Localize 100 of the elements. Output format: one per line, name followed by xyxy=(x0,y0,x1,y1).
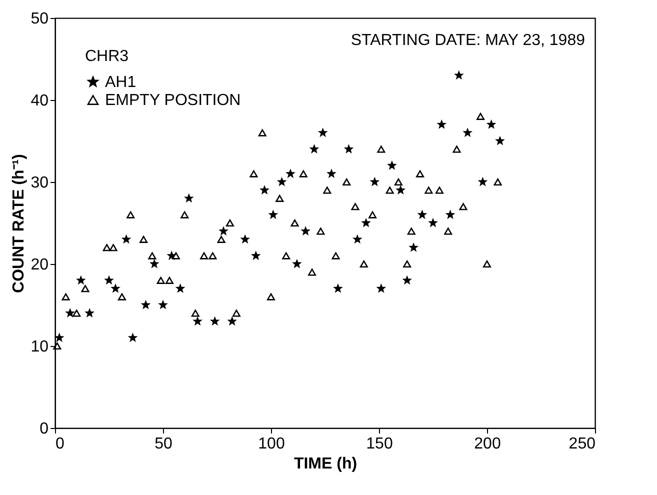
point xyxy=(459,203,468,210)
point xyxy=(148,252,156,260)
point xyxy=(286,170,294,178)
point xyxy=(328,170,336,178)
point xyxy=(452,146,461,153)
point xyxy=(180,211,189,218)
point xyxy=(438,120,446,128)
point xyxy=(140,236,148,243)
point xyxy=(310,145,318,153)
point xyxy=(200,252,208,260)
point xyxy=(435,186,444,194)
y-tick-label: 20 xyxy=(30,256,49,274)
point xyxy=(269,210,277,218)
point xyxy=(377,284,385,292)
point xyxy=(165,276,174,284)
point xyxy=(496,136,504,144)
point xyxy=(351,203,360,210)
y-axis-title: COUNT RATE (h⁻¹) xyxy=(10,154,28,293)
point xyxy=(109,244,118,252)
point xyxy=(394,178,402,186)
point xyxy=(55,334,64,342)
point xyxy=(241,235,249,243)
point xyxy=(228,317,236,325)
point xyxy=(407,228,416,235)
x-tick-label: 150 xyxy=(366,436,393,452)
point xyxy=(86,309,94,317)
point xyxy=(252,252,260,260)
point xyxy=(105,276,113,284)
point xyxy=(396,186,404,194)
point xyxy=(159,300,167,308)
point xyxy=(126,211,135,218)
y-tick-label: 10 xyxy=(30,338,49,356)
point xyxy=(403,276,411,284)
point xyxy=(66,309,74,317)
point xyxy=(191,310,200,317)
x-axis-title: TIME (h) xyxy=(294,456,358,472)
point xyxy=(226,219,234,227)
x-tick-label: 50 xyxy=(154,436,172,452)
point xyxy=(416,170,424,178)
point xyxy=(299,170,308,178)
point xyxy=(446,210,454,218)
point xyxy=(102,244,111,252)
point xyxy=(156,276,165,284)
point xyxy=(482,260,492,268)
point xyxy=(220,227,228,235)
legend-label: EMPTY POSITION xyxy=(105,92,241,109)
x-tick-label: 250 xyxy=(568,436,596,452)
point xyxy=(476,112,485,120)
point xyxy=(455,71,463,79)
x-tick-label: 100 xyxy=(258,436,285,452)
point xyxy=(81,285,90,292)
point xyxy=(211,317,219,325)
point xyxy=(250,170,258,178)
point xyxy=(72,310,81,317)
point xyxy=(118,293,126,300)
point xyxy=(403,260,412,268)
point xyxy=(232,310,240,317)
point xyxy=(368,211,377,218)
point xyxy=(142,300,150,308)
point xyxy=(377,146,386,153)
point xyxy=(77,276,85,284)
x-tick-label: 200 xyxy=(474,436,501,452)
point xyxy=(418,210,426,218)
point xyxy=(444,228,452,235)
point xyxy=(424,186,433,194)
point xyxy=(128,334,137,342)
point xyxy=(258,129,266,136)
y-tick-label: 40 xyxy=(30,92,49,110)
point xyxy=(302,227,310,235)
point xyxy=(266,293,276,300)
point xyxy=(62,293,70,300)
y-tick-label: 0 xyxy=(40,420,49,438)
point xyxy=(185,194,193,202)
point xyxy=(354,235,362,243)
y-tick-label: 30 xyxy=(30,174,49,192)
point xyxy=(370,178,379,186)
point xyxy=(276,194,284,202)
point xyxy=(478,178,487,186)
point xyxy=(464,128,472,136)
point xyxy=(319,128,327,136)
point xyxy=(308,268,316,276)
point xyxy=(410,244,418,251)
point xyxy=(208,252,217,260)
point xyxy=(342,178,351,186)
legend-label: AH1 xyxy=(105,74,136,91)
point xyxy=(429,218,437,226)
point xyxy=(150,260,158,268)
point xyxy=(122,235,130,243)
point xyxy=(282,252,290,260)
x-tick-label: 0 xyxy=(56,436,64,452)
point xyxy=(316,228,325,235)
y-tick-label: 50 xyxy=(30,10,49,28)
annotation: STARTING DATE: MAY 23, 1989 xyxy=(350,32,586,49)
point xyxy=(323,186,332,194)
point xyxy=(278,178,286,186)
point xyxy=(293,260,301,268)
point xyxy=(344,145,353,153)
point xyxy=(332,252,340,260)
point xyxy=(172,252,180,260)
point xyxy=(260,186,268,194)
